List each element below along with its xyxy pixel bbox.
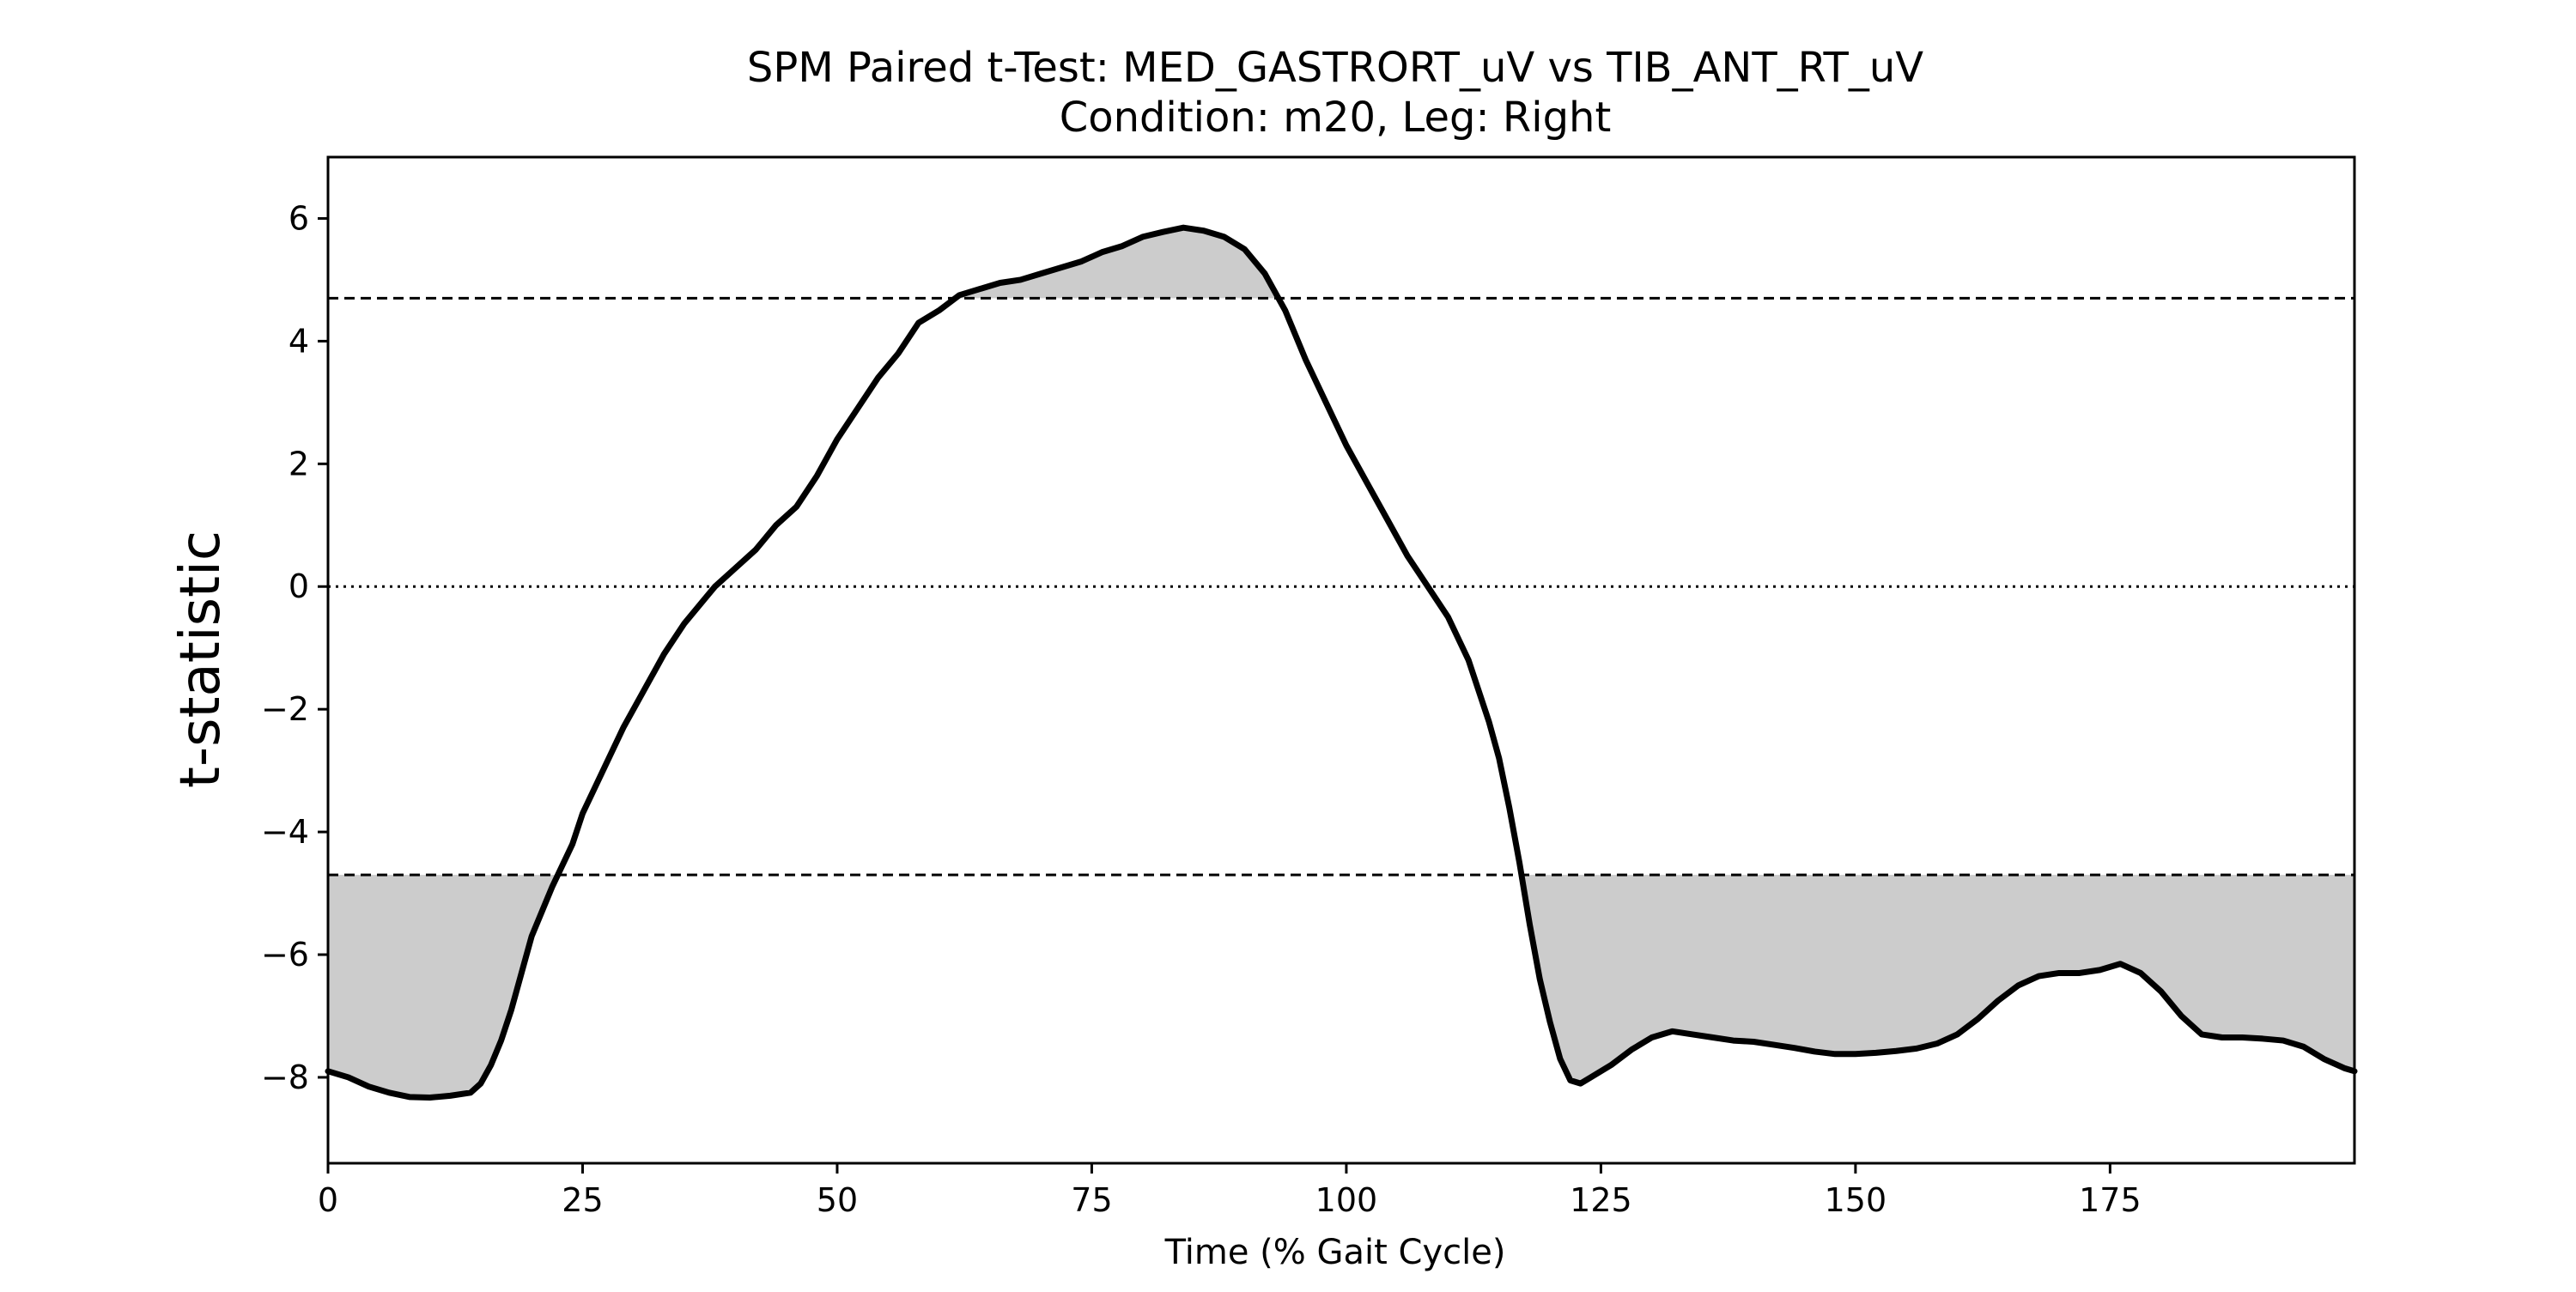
y-tick-label: −4: [261, 813, 309, 851]
y-axis-label: t-statistic: [169, 531, 233, 788]
lower-cluster-fill-1: [328, 875, 558, 1098]
chart-title: SPM Paired t-Test: MED_GASTRORT_uV vs TI…: [747, 44, 1923, 92]
ticks-layer: 0 25 50 75 100 125 150 175 6 4 2 0 −2 −4 −6 −8: [261, 199, 2142, 1219]
lower-cluster-fill-2: [1521, 875, 2354, 1084]
y-tick-label: 4: [289, 322, 309, 360]
series-layer: [325, 224, 2358, 1101]
x-tick-label: 75: [1071, 1181, 1112, 1219]
cluster-fill-layer: [328, 227, 2354, 1098]
y-tick-label: 0: [289, 567, 309, 605]
y-tick-label: −2: [261, 690, 309, 728]
y-tick-label: 2: [289, 445, 309, 482]
series-line-t-statistic: [325, 224, 2358, 1101]
x-tick-label: 50: [817, 1181, 858, 1219]
upper-cluster-fill-1: [955, 227, 1279, 299]
x-tick-label: 100: [1315, 1181, 1378, 1219]
chart-subtitle: Condition: m20, Leg: Right: [1060, 94, 1612, 142]
y-tick-label: −8: [261, 1058, 309, 1096]
x-tick-label: 25: [562, 1181, 603, 1219]
y-tick-label: −6: [261, 936, 309, 974]
plot-frame: [326, 155, 2356, 1165]
x-tick-label: 175: [2079, 1181, 2142, 1219]
x-tick-label: 125: [1570, 1181, 1632, 1219]
x-axis-label: Time (% Gait Cycle): [1164, 1233, 1506, 1272]
x-tick-label: 0: [318, 1181, 338, 1219]
x-tick-label: 150: [1825, 1181, 1887, 1219]
reference-lines-layer: [328, 296, 2354, 876]
y-tick-label: 6: [289, 199, 309, 237]
